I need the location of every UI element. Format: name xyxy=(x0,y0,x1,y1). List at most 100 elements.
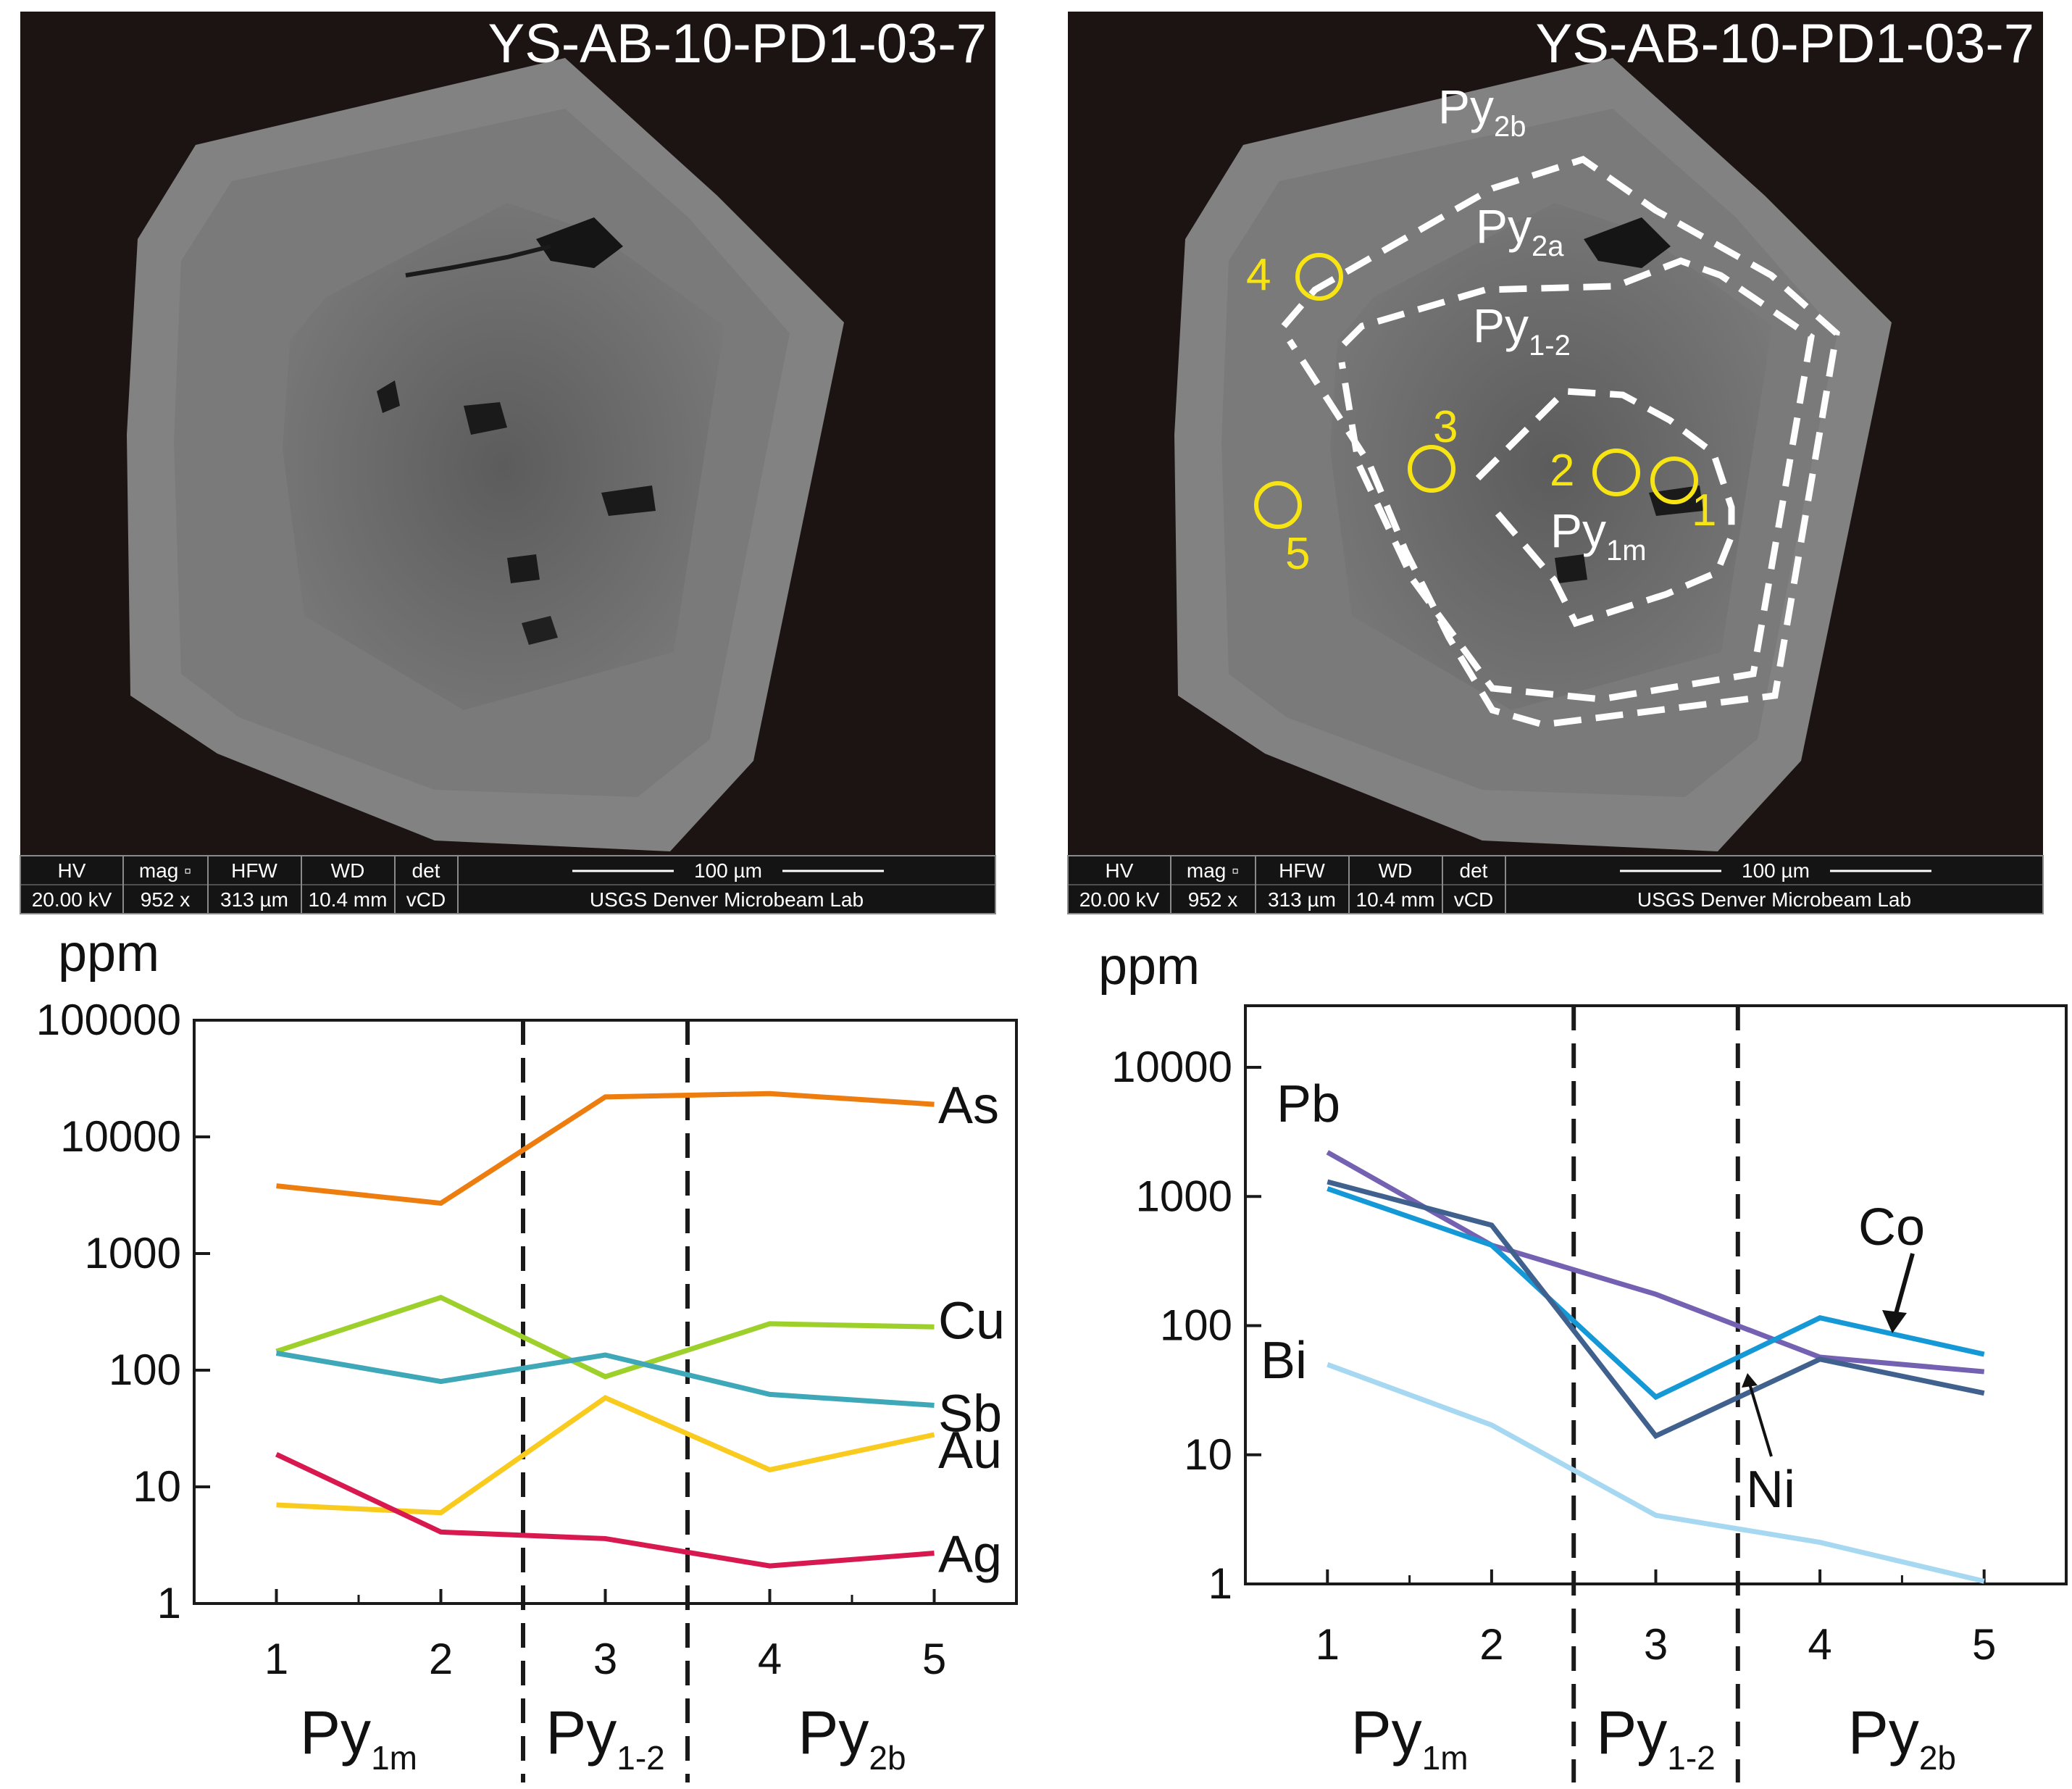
x-tick-label: 5 xyxy=(1972,1620,1996,1669)
pore xyxy=(507,554,540,583)
spot-circle-5 xyxy=(1254,481,1302,529)
info-scale-label: 100 µm xyxy=(1742,859,1810,882)
info-lab-name: USGS Denver Microbeam Lab xyxy=(1637,888,1911,911)
boundary-py2a-py2b xyxy=(1281,156,1840,728)
sem-info-bar: HV 20.00 kV mag ▫ 952 x HFW 313 µm WD 10… xyxy=(1067,855,2044,914)
info-hfw-value: 313 µm xyxy=(1268,888,1336,911)
series-line-pb xyxy=(1326,1150,1985,1375)
series-line-au xyxy=(276,1395,935,1516)
zone-boundaries xyxy=(1281,156,1840,728)
pore xyxy=(522,616,558,645)
y-unit-label: ppm xyxy=(1098,938,1200,996)
group-label-py12: Py1-2 xyxy=(546,1698,665,1777)
series-label-ni: Ni xyxy=(1746,1461,1795,1519)
series-label-au: Au xyxy=(938,1422,1002,1480)
series-line-co xyxy=(1327,1186,1985,1401)
x-tick-label: 1 xyxy=(264,1635,288,1683)
crack xyxy=(405,244,551,278)
zone-label-py2a: Py2a xyxy=(1476,199,1564,262)
group-label-sub: 1m xyxy=(371,1739,417,1777)
leader-arrow-co xyxy=(1892,1253,1915,1319)
x-tick-label: 4 xyxy=(1808,1620,1831,1669)
zone-label-py1m: Py1m xyxy=(1550,504,1647,567)
info-hfw-value: 313 µm xyxy=(220,888,288,911)
spot-circle-1 xyxy=(1650,456,1698,504)
group-label-main: Py xyxy=(1596,1698,1667,1767)
pore-large xyxy=(536,217,623,268)
series-line-bi xyxy=(1327,1361,1985,1584)
sem-info-bar: HV 20.00 kV mag ▫ 952 x HFW 313 µm WD 10… xyxy=(20,855,996,914)
zone-label-py2a-main: Py xyxy=(1476,199,1532,253)
x-tick-label: 4 xyxy=(758,1635,782,1683)
y-tick-label: 10000 xyxy=(60,1112,181,1161)
y-tick-label: 100 xyxy=(1160,1301,1232,1350)
pore xyxy=(377,380,400,413)
info-mag-label: mag ▫ xyxy=(139,859,191,882)
series-line-cu xyxy=(275,1294,935,1380)
y-tick-label: 1000 xyxy=(1136,1172,1232,1220)
x-tick-label: 1 xyxy=(1316,1620,1340,1669)
series-label-bi: Bi xyxy=(1261,1332,1307,1390)
zone-label-py2b: Py2b xyxy=(1438,80,1526,143)
group-label-main: Py xyxy=(300,1698,371,1767)
series-line-ag xyxy=(275,1451,935,1569)
spot-label-5: 5 xyxy=(1285,529,1310,579)
series-line-ni xyxy=(1327,1179,1985,1440)
zone-label-py2b-sub: 2b xyxy=(1494,111,1526,143)
group-label-main: Py xyxy=(1351,1698,1422,1767)
group-label-main: Py xyxy=(546,1698,617,1767)
spot-label-3: 3 xyxy=(1433,402,1458,452)
spot-label-2: 2 xyxy=(1550,446,1574,496)
group-label-sub: 1-2 xyxy=(1667,1739,1715,1777)
series-label-sb: Sb xyxy=(938,1385,1002,1443)
leader-arrowhead-ni xyxy=(1742,1373,1758,1388)
group-label-sub: 1m xyxy=(1422,1739,1469,1777)
series-line-as xyxy=(276,1091,935,1206)
series-label-ag: Ag xyxy=(938,1526,1002,1584)
zone-label-py12: Py1-2 xyxy=(1473,299,1571,362)
pore xyxy=(601,485,656,516)
info-hv-label: HV xyxy=(58,859,86,882)
y-tick-label: 100 xyxy=(109,1346,181,1394)
info-wd-value: 10.4 mm xyxy=(309,888,388,911)
y-tick-label: 10000 xyxy=(1111,1043,1232,1091)
group-label-main: Py xyxy=(1848,1698,1919,1767)
pyrite-grain-core xyxy=(1330,203,1772,710)
spot-circle-2 xyxy=(1592,449,1640,496)
y-tick-label: 10 xyxy=(1184,1430,1232,1479)
group-label-py12: Py1-2 xyxy=(1596,1698,1716,1777)
info-det-value: vCD xyxy=(406,888,446,911)
group-label-py1m: Py1m xyxy=(300,1698,417,1777)
info-det-label: det xyxy=(1460,859,1488,882)
y-tick-label: 1000 xyxy=(85,1229,181,1277)
info-hv-value: 20.00 kV xyxy=(1079,888,1160,911)
series-label-pb: Pb xyxy=(1277,1075,1340,1133)
y-tick-label: 1 xyxy=(1208,1559,1232,1608)
spot-circle-4 xyxy=(1295,253,1343,301)
spot-label-1: 1 xyxy=(1692,485,1716,535)
info-wd-value: 10.4 mm xyxy=(1356,888,1435,911)
info-hv-label: HV xyxy=(1106,859,1134,882)
spot-label-4: 4 xyxy=(1246,250,1271,300)
y-tick-label: 1 xyxy=(157,1579,181,1627)
analysis-spots xyxy=(1254,253,1698,529)
x-tick-label: 2 xyxy=(1479,1620,1503,1669)
info-lab-name: USGS Denver Microbeam Lab xyxy=(590,888,864,911)
zone-label-py12-main: Py xyxy=(1473,299,1529,352)
x-tick-label: 2 xyxy=(429,1635,453,1683)
group-label-py1m: Py1m xyxy=(1351,1698,1469,1777)
group-label-py2b: Py2b xyxy=(798,1698,906,1777)
y-tick-label: 100000 xyxy=(36,996,181,1044)
zone-labels: Py2b Py2a Py1-2 Py1m xyxy=(1438,80,1647,567)
series-line-sb xyxy=(275,1351,935,1408)
pore xyxy=(464,402,507,435)
info-mag-label: mag ▫ xyxy=(1187,859,1239,882)
info-hv-value: 20.00 kV xyxy=(32,888,112,911)
pore xyxy=(1555,554,1587,583)
sem-sample-id-annotated: YS-AB-10-PD1-03-7 xyxy=(1536,13,2035,75)
zone-label-py12-sub: 1-2 xyxy=(1529,330,1571,362)
info-mag-value: 952 x xyxy=(1188,888,1238,911)
